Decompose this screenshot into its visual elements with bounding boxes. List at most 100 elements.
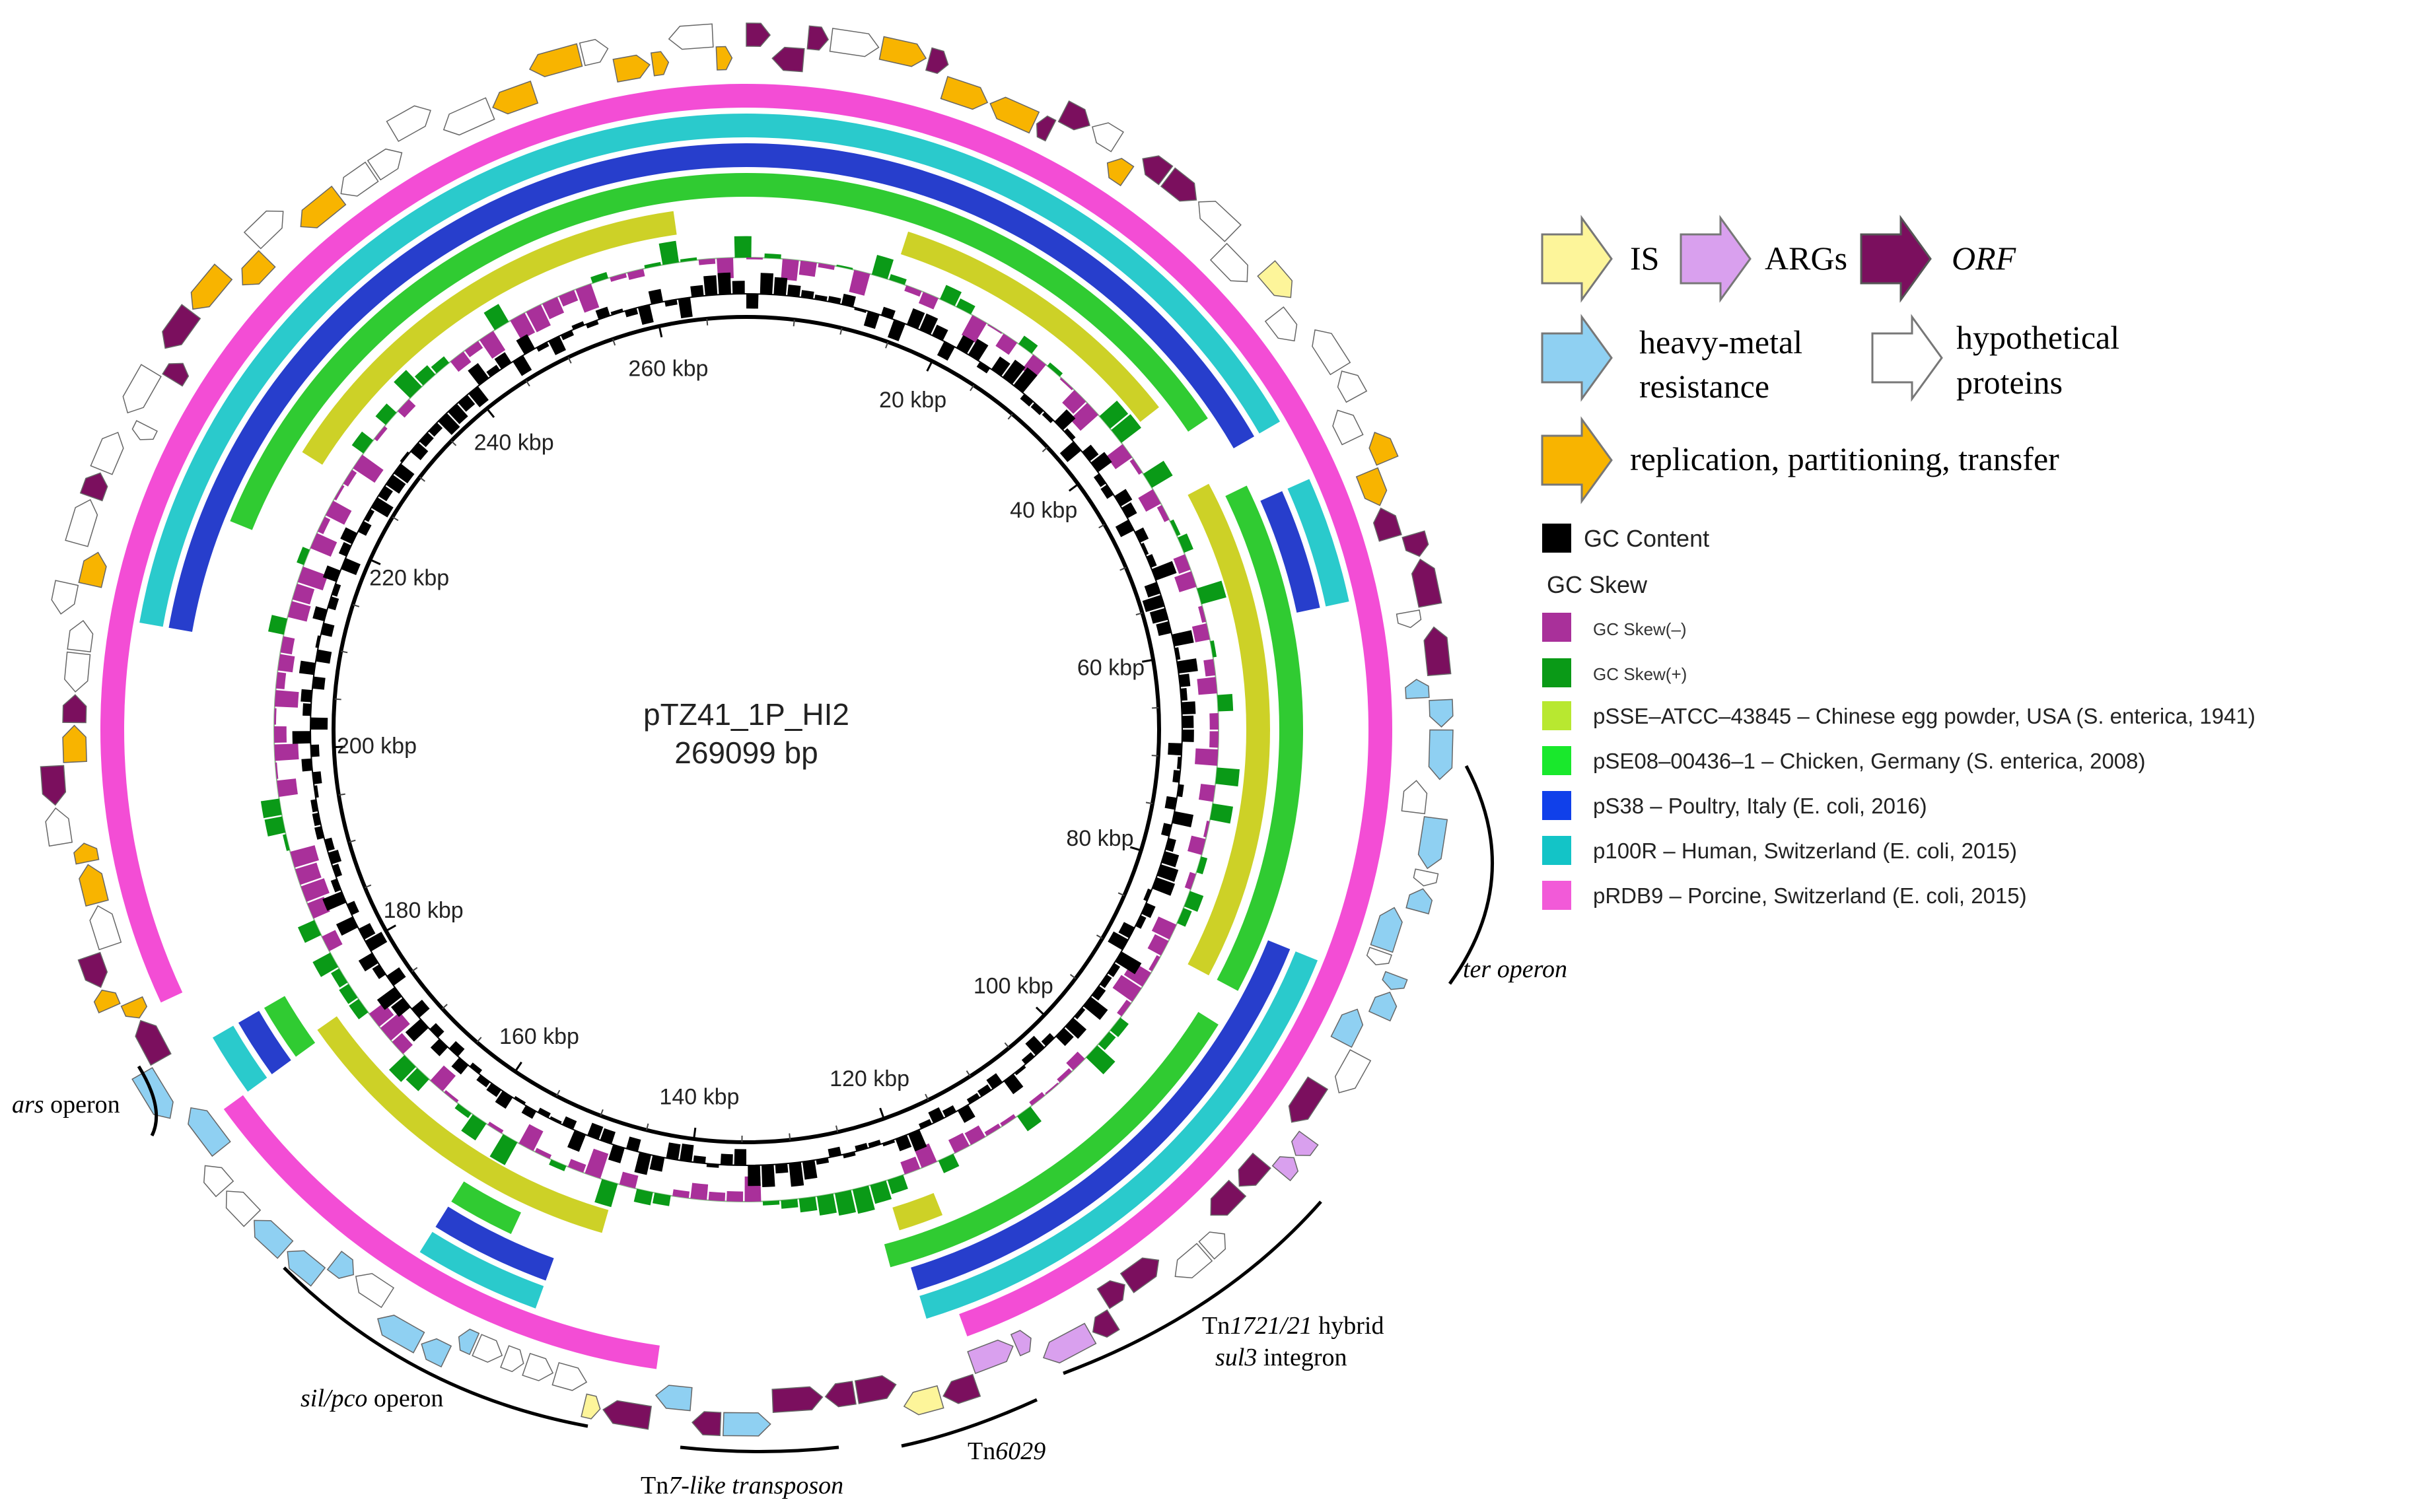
ring2-segment [884,1012,1219,1268]
plasmid-size: 269099 bp [674,736,818,770]
gc-skew-bar [1111,414,1141,443]
gc-skew-bar [1045,1082,1059,1095]
gc-content-bar [571,321,585,330]
gc-content-bar [1121,502,1137,519]
gene-arrow [225,1190,262,1227]
gc-content-bar [678,297,693,319]
gc-skew-bar [1209,731,1219,748]
gc-skew-bar [904,285,922,297]
gc-content-bar [495,1091,513,1109]
gene-arrow [93,989,121,1014]
gc-content-bar [1156,621,1172,636]
gc-content-bar [486,364,501,378]
is-legend-arrow [1541,215,1613,303]
gc-content-bar [1168,743,1182,756]
gc-skew-bar [431,356,450,374]
gc-skew-bar [1156,504,1170,522]
ring2-segment [1217,485,1303,991]
gc-content-bar [802,1159,818,1180]
gene-arrow [1092,1309,1120,1338]
gene-arrow [854,1375,897,1404]
gc-content-bar [451,1057,469,1075]
gc-skew-bar [961,315,987,343]
gc-skew-bar [1178,533,1193,553]
gc-content-bar [1180,688,1187,701]
gc-skew-bar [277,654,295,673]
minor-tick [419,477,425,482]
gc-skew-bar [489,1134,518,1165]
gc-content-bar [1156,864,1179,882]
gc-content-bar [932,324,948,341]
gene-arrow [458,1328,480,1356]
minor-tick [1096,934,1103,940]
gc-skew-bar [483,304,509,330]
gc-skew-bar [1059,377,1073,391]
orf-legend-label: ORF [1952,240,2016,277]
region-annotations: ter operon ars operon Tn1721/21 hybrid s… [12,765,1567,1499]
gc-content-bar [514,1096,526,1105]
minor-tick [1119,567,1127,571]
ars-operon-bracket [137,1065,159,1137]
gc-content-bar [468,362,489,386]
gc-content-bar [1178,673,1191,687]
minor-tick [1069,974,1077,979]
gene-arrow [162,362,190,387]
gc-content-bar [536,341,549,352]
gc-skew-bar [394,370,422,398]
gc-content-bar [937,341,955,361]
tick-label: 20 kbp [879,388,946,413]
gc-content-bar [664,299,678,307]
gc-content-bar [1172,811,1194,828]
gc-content-bar [680,1143,694,1162]
gc-content-bar [562,1116,577,1130]
gc-skew-bar [310,533,337,557]
gc-content-bar [1021,1052,1035,1065]
gc-skew-bar [680,257,697,262]
gc-content-bar [301,758,312,772]
minor-tick [1098,524,1105,529]
gc-skew-bar [633,1188,653,1206]
tick-label: 220 kbp [369,565,449,590]
gc-content-bar [316,649,332,664]
gc-skew-bar [1191,623,1210,642]
gc-skew-bar [295,862,322,885]
gc-skew-bar [290,845,319,868]
gc-skew-bar [280,636,295,655]
gc-skew-bar [1066,1051,1085,1071]
minor-tick [1117,892,1125,897]
gene-arrow [602,1400,653,1430]
gc-content-bar [1115,951,1142,975]
minor-tick [1145,802,1153,805]
gc-content-bar [320,623,335,637]
gc-skew-bar [334,485,345,500]
gc-skew-bar [948,1132,970,1153]
gc-skew-bar [375,403,397,425]
gc-skew-bar [781,259,799,281]
gene-arrow [1401,530,1429,557]
sul3-integron-label: sul3 integron [1215,1344,1347,1371]
gc-content-bar [310,744,320,757]
gc-content-bar [734,1149,746,1165]
gc-content-bar [1082,444,1099,462]
gene-arrow [1417,816,1448,870]
ring1-segment [892,1192,943,1231]
gene-arrow [1330,1008,1364,1048]
minor-tick [525,380,530,387]
gc-skew-bar [1057,1068,1073,1083]
gc-skew-bar [852,1185,875,1214]
gene-arrow [51,580,79,615]
gc-content-bar [1065,1017,1087,1039]
gene-arrow [78,551,107,588]
gc-skew-bar [1184,891,1204,912]
gc-content-bar [322,891,347,911]
gc-content-bar [610,308,623,316]
gene-arrow [1423,626,1452,677]
gene-arrow [1257,259,1293,298]
gc-content-bar [1164,796,1177,810]
gc-content-bar [336,916,358,936]
gc-skew-bar [331,968,348,988]
gc-skew-bar [398,399,416,418]
gc-content-bar [841,293,856,308]
gene-arrow [1368,991,1398,1022]
gc-content-bar [717,272,731,295]
